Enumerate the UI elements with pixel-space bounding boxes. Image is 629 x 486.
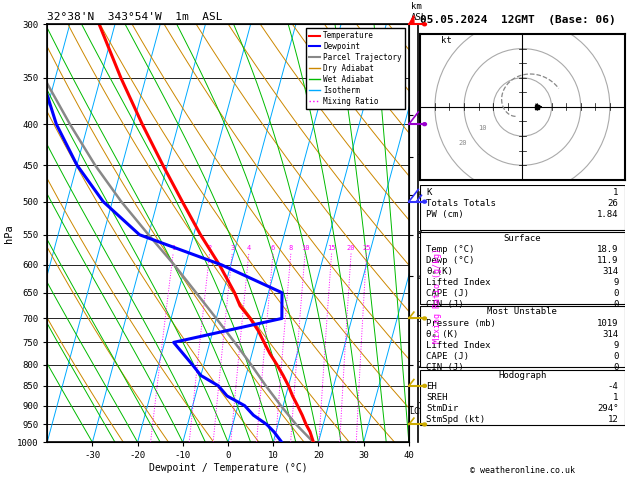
Text: 11.9: 11.9 bbox=[597, 256, 618, 265]
Text: θₑ(K): θₑ(K) bbox=[426, 267, 453, 276]
Text: CAPE (J): CAPE (J) bbox=[426, 352, 469, 361]
Text: LCL: LCL bbox=[409, 407, 424, 416]
Text: kt: kt bbox=[441, 36, 452, 45]
Text: K: K bbox=[426, 188, 431, 197]
Text: 6: 6 bbox=[271, 245, 276, 251]
Text: 10: 10 bbox=[301, 245, 309, 251]
Text: © weatheronline.co.uk: © weatheronline.co.uk bbox=[470, 466, 575, 475]
Text: Lifted Index: Lifted Index bbox=[426, 341, 491, 350]
Text: Surface: Surface bbox=[504, 234, 541, 243]
Text: 9: 9 bbox=[613, 341, 618, 350]
Text: SREH: SREH bbox=[426, 393, 448, 402]
Text: Pressure (mb): Pressure (mb) bbox=[426, 318, 496, 328]
Text: 12: 12 bbox=[608, 416, 618, 424]
Text: 32°38'N  343°54'W  1m  ASL: 32°38'N 343°54'W 1m ASL bbox=[47, 12, 223, 22]
Text: Totals Totals: Totals Totals bbox=[426, 199, 496, 208]
Text: 1.84: 1.84 bbox=[597, 210, 618, 219]
Text: Temp (°C): Temp (°C) bbox=[426, 245, 475, 254]
Text: StmDir: StmDir bbox=[426, 404, 459, 413]
Text: 4: 4 bbox=[247, 245, 251, 251]
Text: 0: 0 bbox=[613, 352, 618, 361]
Text: 0: 0 bbox=[613, 289, 618, 298]
Bar bbox=[420, 232, 625, 304]
Text: 3: 3 bbox=[230, 245, 235, 251]
Text: Mixing Ratio (g/kg): Mixing Ratio (g/kg) bbox=[433, 248, 442, 344]
Text: CIN (J): CIN (J) bbox=[426, 300, 464, 309]
Text: StmSpd (kt): StmSpd (kt) bbox=[426, 416, 486, 424]
X-axis label: Dewpoint / Temperature (°C): Dewpoint / Temperature (°C) bbox=[148, 463, 308, 473]
Text: 10: 10 bbox=[479, 125, 487, 131]
Text: 15: 15 bbox=[327, 245, 336, 251]
Text: -4: -4 bbox=[608, 382, 618, 391]
Text: Hodograph: Hodograph bbox=[498, 371, 547, 380]
Text: 20: 20 bbox=[459, 140, 467, 146]
Bar bbox=[420, 369, 625, 425]
Bar bbox=[420, 185, 625, 230]
Text: km
ASL: km ASL bbox=[411, 2, 427, 22]
Y-axis label: hPa: hPa bbox=[4, 224, 14, 243]
Text: EH: EH bbox=[426, 382, 437, 391]
Text: 1019: 1019 bbox=[597, 318, 618, 328]
Text: Dewp (°C): Dewp (°C) bbox=[426, 256, 475, 265]
Text: 9: 9 bbox=[613, 278, 618, 287]
Text: 26: 26 bbox=[608, 199, 618, 208]
Text: Lifted Index: Lifted Index bbox=[426, 278, 491, 287]
Text: 1: 1 bbox=[613, 393, 618, 402]
Text: 1: 1 bbox=[613, 188, 618, 197]
Text: 25: 25 bbox=[362, 245, 370, 251]
Text: 314: 314 bbox=[603, 330, 618, 339]
Bar bbox=[420, 306, 625, 367]
Text: 2: 2 bbox=[208, 245, 212, 251]
Text: 05.05.2024  12GMT  (Base: 06): 05.05.2024 12GMT (Base: 06) bbox=[420, 15, 616, 25]
Text: 314: 314 bbox=[603, 267, 618, 276]
Legend: Temperature, Dewpoint, Parcel Trajectory, Dry Adiabat, Wet Adiabat, Isotherm, Mi: Temperature, Dewpoint, Parcel Trajectory… bbox=[306, 28, 405, 109]
Text: CIN (J): CIN (J) bbox=[426, 363, 464, 372]
Text: 294°: 294° bbox=[597, 404, 618, 413]
Text: PW (cm): PW (cm) bbox=[426, 210, 464, 219]
Text: 18.9: 18.9 bbox=[597, 245, 618, 254]
Text: 20: 20 bbox=[347, 245, 355, 251]
Text: CAPE (J): CAPE (J) bbox=[426, 289, 469, 298]
Text: 0: 0 bbox=[613, 363, 618, 372]
Text: θₑ (K): θₑ (K) bbox=[426, 330, 459, 339]
Text: 1: 1 bbox=[171, 245, 175, 251]
Text: 8: 8 bbox=[289, 245, 293, 251]
Text: 0: 0 bbox=[613, 300, 618, 309]
Text: Most Unstable: Most Unstable bbox=[487, 308, 557, 316]
